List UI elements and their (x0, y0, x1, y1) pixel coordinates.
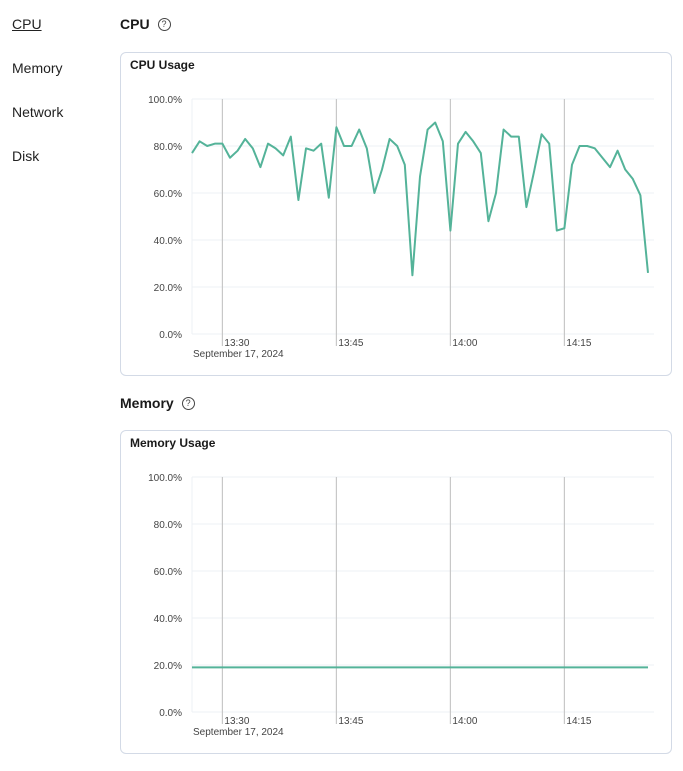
y-tick-label: 60.0% (154, 567, 182, 578)
question-circle-icon[interactable]: ? (157, 17, 171, 31)
cpu-title: CPU (120, 16, 150, 32)
x-tick-label: 13:45 (338, 716, 363, 727)
memory-usage-chart: Memory Usage 0.0% 20.0% 40.0% 60.0% 80.0% 100… (120, 430, 672, 754)
sidebar-item-disk[interactable]: Disk (12, 148, 40, 164)
series-line (191, 121, 649, 277)
y-tick-label: 40.0% (154, 236, 182, 247)
y-tick-label: 40.0% (154, 614, 182, 625)
memory-section-title: Memory ? (120, 395, 195, 411)
x-tick-label: 14:15 (566, 716, 591, 727)
y-tick-label: 20.0% (154, 661, 182, 672)
cpu-section-title: CPU ? (120, 16, 171, 32)
x-date-label: September 17, 2024 (193, 349, 284, 360)
memory-title: Memory (120, 395, 174, 411)
y-tick-label: 0.0% (159, 708, 182, 719)
x-tick-label: 14:15 (566, 338, 591, 349)
x-date-label: September 17, 2024 (193, 727, 284, 738)
x-tick-label: 14:00 (452, 338, 477, 349)
chart-title: Memory Usage (130, 436, 216, 450)
y-tick-label: 80.0% (154, 520, 182, 531)
chart-title: CPU Usage (130, 58, 195, 72)
x-tick-label: 13:30 (224, 716, 249, 727)
x-tick-label: 13:45 (338, 338, 363, 349)
sidebar: CPU Memory Network Disk (12, 16, 63, 192)
sidebar-item-memory[interactable]: Memory (12, 60, 63, 76)
question-circle-icon[interactable]: ? (181, 396, 195, 410)
y-tick-label: 20.0% (154, 283, 182, 294)
x-tick-label: 13:30 (224, 338, 249, 349)
sidebar-item-network[interactable]: Network (12, 104, 64, 120)
x-tick-label: 14:00 (452, 716, 477, 727)
y-tick-label: 0.0% (159, 330, 182, 341)
y-tick-label: 60.0% (154, 189, 182, 200)
sidebar-item-cpu[interactable]: CPU (12, 16, 42, 32)
y-tick-label: 80.0% (154, 142, 182, 153)
y-tick-label: 100.0% (148, 95, 182, 106)
memory-chart-svg: 0.0% 20.0% 40.0% 60.0% 80.0% 100.0% 13:30 13:45… (148, 473, 654, 738)
y-tick-label: 100.0% (148, 473, 182, 484)
cpu-chart-svg: 0.0% 20.0% 40.0% 60.0% 80.0% 100.0% 13:30 13:45… (148, 95, 654, 360)
cpu-usage-chart: CPU Usage 0.0% 20.0% 40.0% 60.0% 80.0% 100.0%… (120, 52, 672, 376)
